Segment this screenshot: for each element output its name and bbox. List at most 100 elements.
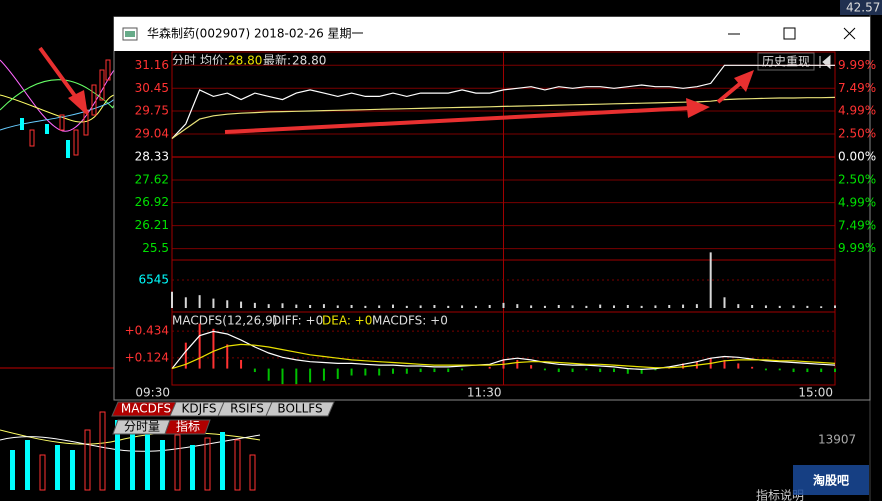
x-tick-label: 09:30: [135, 386, 170, 400]
volume-bar: [834, 305, 836, 308]
volume-bar: [820, 306, 823, 308]
volume-bar: [585, 305, 588, 308]
price-line: [171, 64, 835, 139]
volume-bar: [695, 304, 698, 308]
macd-bar: [723, 359, 726, 369]
y-tick-label: 26.21: [135, 218, 169, 232]
volume-bar: [709, 252, 712, 308]
indicator-header: MACDFS: +0: [372, 314, 448, 328]
volume-bar: [778, 305, 781, 308]
volume-bar: [599, 304, 602, 308]
volume-bar: [461, 305, 464, 308]
price-line: [171, 96, 836, 139]
macd-bar: [682, 363, 685, 369]
macd-bar: [626, 368, 629, 374]
macd-bar: [240, 359, 243, 369]
annotation-arrow: [224, 106, 691, 134]
macd-bar: [543, 368, 546, 371]
macd-bar: [530, 365, 533, 369]
window: [113, 16, 871, 401]
annotation-arrowhead: [734, 70, 754, 92]
maximize-button[interactable]: [783, 27, 796, 40]
volume-bar: [668, 305, 671, 308]
volume-bar: [364, 305, 367, 308]
y-tick-label: 31.16: [135, 58, 169, 72]
last-value: 28.80: [292, 54, 326, 68]
volume-bar: [474, 305, 477, 308]
x-tick-label: 11:30: [467, 386, 502, 400]
indicator-header: DEA: +0: [322, 314, 372, 328]
volume-bar: [764, 305, 767, 308]
volume-bar: [336, 305, 339, 308]
macd-bar: [405, 368, 408, 374]
indicator-tab-label[interactable]: BOLLFS: [277, 402, 322, 416]
y2-tick-label: 7.49%: [838, 81, 876, 95]
y2-tick-label: 0.00%: [838, 150, 876, 164]
macd-bar: [820, 368, 823, 373]
y2-tick-label: 9.99%: [838, 241, 876, 255]
sub-tab-label[interactable]: 指标: [176, 419, 200, 434]
y-tick-label: 30.45: [135, 81, 169, 95]
macd-bar: [364, 368, 367, 376]
macd-line: [171, 343, 836, 370]
help-label[interactable]: 指标说明: [756, 488, 804, 501]
replay-label[interactable]: 历史重现: [762, 55, 810, 69]
y-tick-label: 25.5: [142, 241, 169, 255]
title-bar: [114, 17, 870, 51]
volume-bar: [322, 304, 325, 308]
macd-bar: [433, 368, 436, 373]
macd-bar: [184, 342, 187, 369]
indicator-header: DIFF: +0: [272, 314, 323, 328]
volume-label: 13907: [818, 433, 856, 447]
sub-tab-label[interactable]: 分时量: [124, 420, 160, 434]
volume-bar: [378, 305, 381, 308]
macd-bar: [792, 368, 795, 373]
y-tick-label: 6545: [138, 272, 169, 286]
indicator-tab-label[interactable]: RSIFS: [230, 402, 264, 416]
avg-label: 均价:: [200, 54, 228, 68]
indicator-tab[interactable]: [265, 401, 335, 417]
macd-bar: [295, 368, 298, 385]
macd-bar: [350, 368, 353, 376]
y2-tick-label: 7.49%: [838, 218, 876, 232]
y2-tick-label: 4.99%: [838, 195, 876, 209]
indicator-tab-label[interactable]: MACDFS: [121, 402, 171, 416]
close-button[interactable]: [843, 27, 856, 40]
volume-bar: [806, 305, 809, 308]
annotation-arrow: [38, 46, 80, 102]
volume-bar: [198, 295, 201, 308]
annotation-arrowhead: [686, 98, 710, 118]
indicator-header: MACDFS(12,26,9): [172, 314, 277, 328]
volume-bar: [557, 305, 560, 308]
macd-bar: [654, 368, 657, 371]
volume-bar: [502, 302, 505, 308]
y-tick-label: +0.124: [125, 350, 169, 364]
volume-bar: [253, 302, 256, 308]
x-tick-label: 15:00: [798, 386, 833, 400]
volume-bar: [240, 301, 243, 308]
volume-bar: [184, 297, 187, 308]
watermark-box: [793, 465, 869, 495]
macd-bar: [613, 368, 615, 373]
macd-bar: [764, 368, 767, 371]
indicator-tab-label[interactable]: KDJFS: [182, 402, 217, 416]
volume-bar: [281, 303, 284, 308]
volume-bar: [723, 297, 726, 308]
volume-bar: [737, 304, 740, 308]
macd-bar: [212, 328, 215, 369]
top-price: 42.57: [846, 1, 880, 15]
volume-bar: [447, 305, 450, 308]
volume-bar: [267, 304, 270, 308]
volume-bar: [640, 305, 643, 308]
macd-bar: [571, 368, 574, 373]
annotation-arrow: [716, 80, 744, 104]
volume-bar: [792, 305, 795, 308]
y2-tick-label: 4.99%: [838, 104, 876, 118]
y-tick-label: 29.75: [135, 103, 169, 117]
sub-tab[interactable]: [164, 419, 211, 435]
volume-bar: [419, 305, 422, 308]
volume-bar: [516, 304, 519, 308]
macd-bar: [392, 368, 394, 374]
volume-bar: [392, 304, 394, 308]
